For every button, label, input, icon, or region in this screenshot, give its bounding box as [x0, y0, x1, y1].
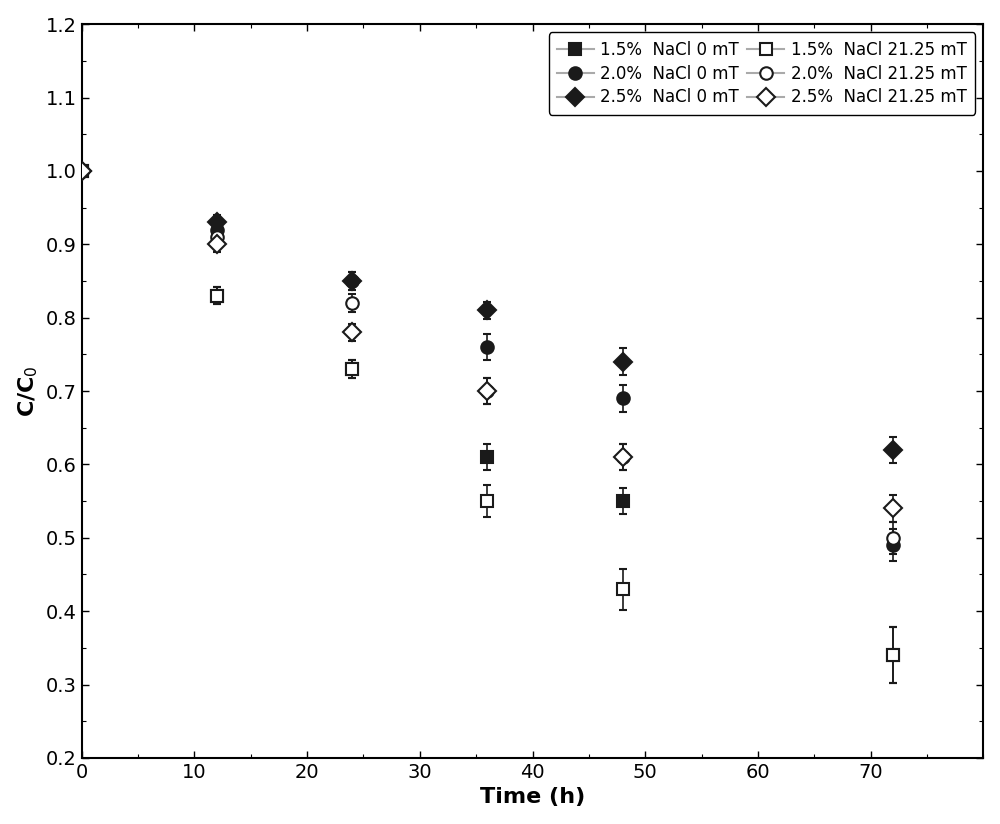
Legend: 1.5%  NaCl 0 mT, 2.0%  NaCl 0 mT, 2.5%  NaCl 0 mT, 1.5%  NaCl 21.25 mT, 2.0%  Na: 1.5% NaCl 0 mT, 2.0% NaCl 0 mT, 2.5% NaC…: [549, 32, 975, 115]
Y-axis label: C/C$_0$: C/C$_0$: [17, 365, 40, 417]
X-axis label: Time (h): Time (h): [480, 788, 585, 808]
